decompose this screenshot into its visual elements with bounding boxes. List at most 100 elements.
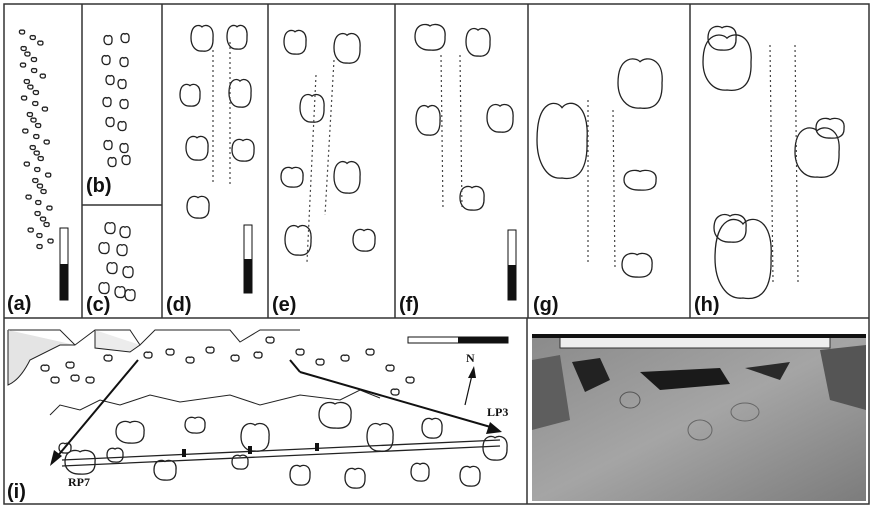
dashed-midlines <box>213 42 798 282</box>
footprint <box>406 377 414 383</box>
panel-label: (f) <box>399 294 419 316</box>
panel-label: (g) <box>533 294 559 316</box>
footprint <box>40 74 45 78</box>
footprint <box>51 377 59 383</box>
footprint <box>115 287 125 298</box>
panel-label: (h) <box>694 294 720 316</box>
footprint <box>281 167 303 187</box>
footprint <box>300 94 324 122</box>
footprint <box>33 91 38 95</box>
north-label: N <box>466 351 475 365</box>
panel-label: (e) <box>272 294 296 316</box>
footprint <box>41 365 49 371</box>
footprint <box>105 223 115 234</box>
footprint <box>227 25 247 49</box>
footprint <box>266 337 274 343</box>
footprint <box>708 26 736 50</box>
footprint <box>106 76 114 85</box>
footprint <box>715 219 771 298</box>
footprint <box>41 190 46 194</box>
footprint <box>120 100 128 109</box>
footprint <box>37 245 42 249</box>
footprint <box>123 267 133 278</box>
footprint <box>99 243 109 254</box>
footprint <box>411 463 429 481</box>
footprint <box>38 157 43 161</box>
footprint <box>460 186 484 210</box>
footprint <box>86 377 94 383</box>
footprint <box>144 352 152 358</box>
figure: (a) (b) (c) (d) (e) (f) (g) (h) (i) N LP… <box>0 0 873 509</box>
footprint <box>28 228 33 232</box>
footprint <box>28 85 33 89</box>
footprint <box>71 375 79 381</box>
footprint <box>241 423 269 451</box>
footprint <box>21 47 26 51</box>
footprint <box>31 118 36 122</box>
footprint <box>118 122 126 131</box>
footprint <box>232 139 254 161</box>
footprint <box>44 140 49 144</box>
footprint <box>33 179 38 183</box>
footprint <box>24 80 29 84</box>
footprint <box>40 217 45 221</box>
footprint <box>624 170 656 190</box>
footprint <box>229 79 251 107</box>
footprint <box>415 24 445 50</box>
footprint <box>107 448 123 462</box>
footprint <box>103 98 111 107</box>
footprint <box>122 156 130 165</box>
footprint <box>27 113 32 117</box>
footprint <box>116 421 144 443</box>
footprint <box>353 229 375 251</box>
footprint <box>622 253 652 277</box>
footprint <box>714 214 746 242</box>
footprint <box>106 118 114 127</box>
footprint <box>334 162 360 194</box>
footprint <box>154 460 176 480</box>
footprint <box>66 362 74 368</box>
footprint <box>466 28 490 56</box>
footprint <box>386 365 394 371</box>
footprint <box>206 347 214 353</box>
footprint <box>47 206 52 210</box>
footprint <box>37 184 42 188</box>
footprint <box>42 107 47 111</box>
footprint <box>36 124 41 128</box>
footprint <box>35 212 40 216</box>
footprint <box>460 466 480 486</box>
footprint <box>104 36 112 45</box>
panel-label: (i) <box>7 481 26 503</box>
footprint <box>104 355 112 361</box>
footprint <box>284 30 306 54</box>
footprint <box>391 389 399 395</box>
footprint <box>185 417 205 433</box>
footprint <box>21 96 26 100</box>
panel-label: (c) <box>86 294 110 316</box>
footprint <box>118 80 126 89</box>
panel-label: (d) <box>166 294 192 316</box>
footprint <box>187 196 209 218</box>
footprint <box>31 69 36 73</box>
track-label: LP3 <box>487 405 508 419</box>
footprint <box>34 135 39 139</box>
footprint <box>104 141 112 150</box>
footprint <box>254 352 262 358</box>
footprint <box>366 349 374 355</box>
footprint <box>125 290 135 301</box>
footprint <box>102 56 110 65</box>
photo <box>532 334 866 501</box>
footprint <box>345 468 365 488</box>
footprint <box>121 34 129 43</box>
footprint <box>180 84 200 106</box>
footprint <box>107 263 117 274</box>
panel-label: (b) <box>86 175 112 197</box>
footprint <box>48 239 53 243</box>
footprint <box>319 402 351 428</box>
footprint <box>795 128 839 177</box>
footprint <box>65 450 95 474</box>
footprint <box>36 201 41 205</box>
footprint <box>231 355 239 361</box>
footprint <box>44 223 49 227</box>
footprint <box>537 103 587 178</box>
